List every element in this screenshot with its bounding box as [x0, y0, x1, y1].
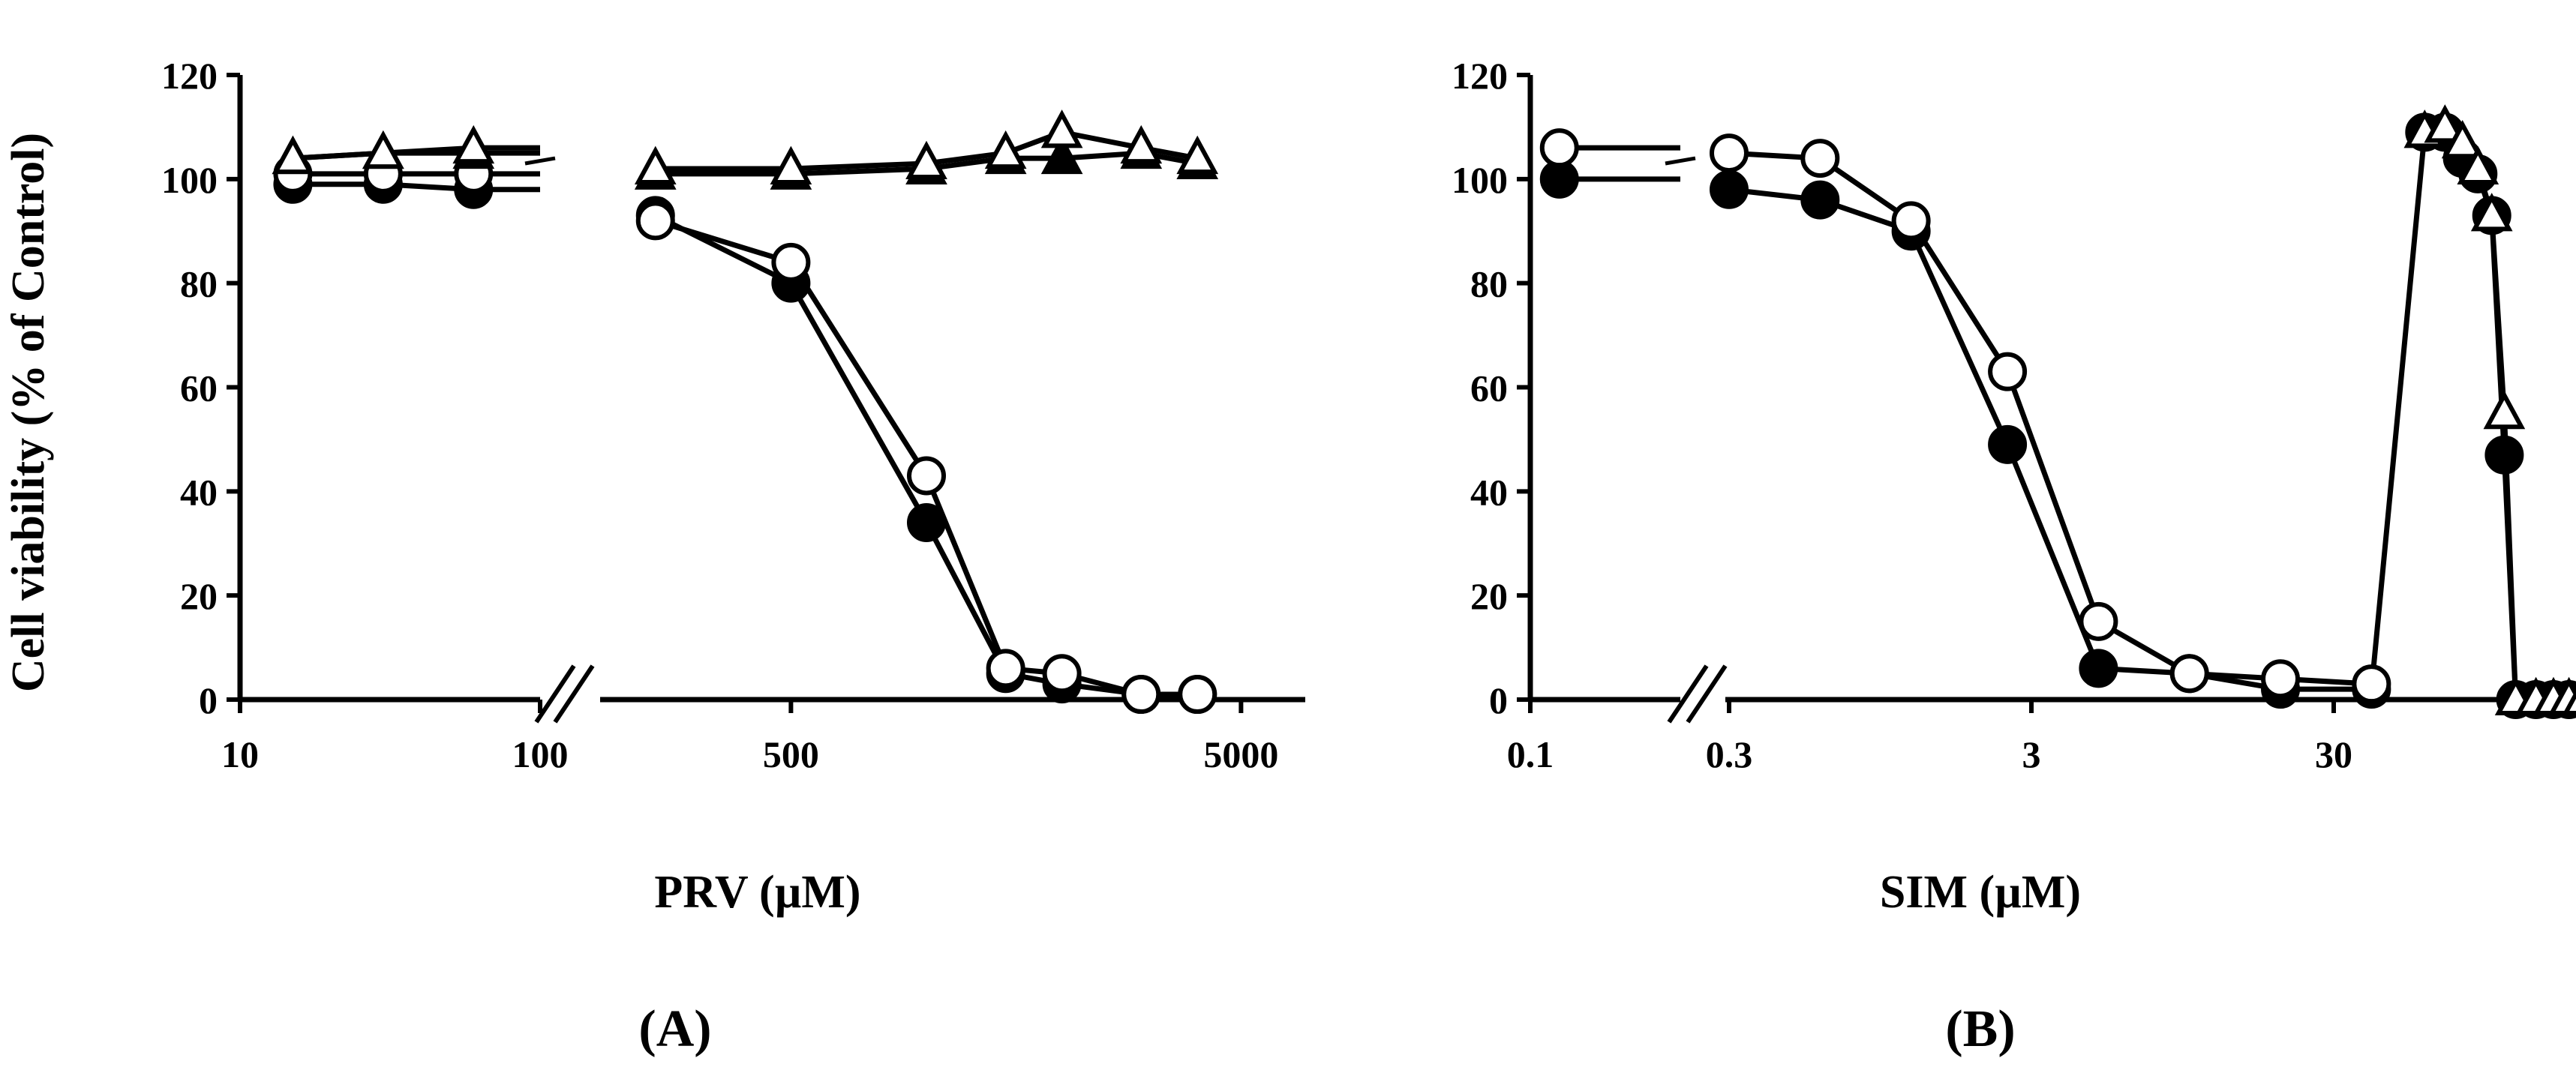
- data-point: [2261, 659, 2301, 699]
- y-tick-label: 100: [161, 159, 218, 201]
- y-tick-label: 0: [199, 679, 218, 721]
- data-point: [1176, 135, 1219, 175]
- data-point: [634, 145, 677, 184]
- x-axis-label: PRV (µM): [654, 867, 860, 918]
- y-tick-label: 120: [1452, 55, 1508, 97]
- x-tick-label: 0.1: [1507, 733, 1554, 775]
- x-tick-label: 30: [2315, 733, 2352, 775]
- data-point: [1710, 169, 1749, 209]
- data-point: [2079, 649, 2118, 688]
- data-point: [2441, 119, 2484, 159]
- series-open-triangle: [2403, 104, 2576, 715]
- axis-break-mark: [1667, 664, 1709, 724]
- data-point: [1800, 139, 1840, 178]
- series-line: [1728, 150, 2372, 687]
- data-point: [2169, 654, 2209, 694]
- data-point: [1710, 133, 1749, 173]
- panel-label: (B): [1945, 1000, 2015, 1058]
- y-tick-label: 80: [1470, 263, 1508, 305]
- y-axis-label: Cell viability (% of Control): [3, 133, 54, 692]
- data-point: [1800, 180, 1840, 220]
- data-point: [2079, 601, 2118, 641]
- panel-label: (A): [638, 1000, 711, 1058]
- data-point: [272, 135, 314, 175]
- x-tick-label: 10: [221, 733, 259, 775]
- data-point: [362, 130, 404, 169]
- data-point: [1121, 675, 1161, 715]
- y-tick-label: 40: [180, 471, 218, 513]
- series-open-circle: [273, 154, 1217, 715]
- y-tick-label: 120: [161, 55, 218, 97]
- data-point: [452, 124, 495, 164]
- data-point: [986, 649, 1025, 688]
- data-point: [2424, 104, 2466, 143]
- x-tick-label: 100: [512, 733, 569, 775]
- data-point: [2470, 193, 2513, 232]
- segment-end-mark: [524, 156, 556, 166]
- y-tick-label: 40: [1470, 471, 1508, 513]
- x-axis-label: SIM (µM): [1880, 867, 2081, 918]
- x-tick-label: 0.3: [1706, 733, 1753, 775]
- data-point: [2483, 390, 2526, 430]
- y-tick-label: 60: [180, 367, 218, 409]
- data-point: [1891, 201, 1931, 241]
- y-tick-label: 20: [180, 575, 218, 617]
- y-tick-label: 20: [1470, 575, 1508, 617]
- data-point: [905, 140, 947, 180]
- data-point: [770, 145, 812, 184]
- series-open-circle: [1539, 128, 2391, 704]
- data-point: [2352, 664, 2391, 704]
- panel-a: 0 20 40 60 80 100 120 10 100 500 5000 PRV (µM) (A): [161, 55, 1305, 1058]
- data-point: [1988, 352, 2028, 391]
- x-tick-label: 5000: [1203, 733, 1278, 775]
- data-point: [1120, 124, 1163, 164]
- series-open-triangle: [272, 109, 1219, 184]
- y-tick-label: 0: [1489, 679, 1508, 721]
- data-point: [1040, 135, 1083, 175]
- data-point: [2562, 689, 2576, 715]
- data-point: [1042, 654, 1082, 694]
- axis-break-mark: [1686, 664, 1728, 724]
- y-tick-label: 60: [1470, 367, 1508, 409]
- series-line: [1728, 129, 2576, 703]
- series-line: [654, 213, 1198, 697]
- data-point: [2457, 145, 2499, 184]
- axis-break-mark: [534, 664, 576, 724]
- data-point: [635, 201, 675, 241]
- series-filled-circle: [1539, 112, 2576, 719]
- y-tick-label: 80: [180, 263, 218, 305]
- data-point: [984, 130, 1027, 169]
- x-tick-label: 500: [763, 733, 819, 775]
- data-point: [1539, 128, 1579, 168]
- data-point: [1040, 109, 1083, 148]
- x-tick-label: 3: [2022, 733, 2041, 775]
- data-point: [907, 456, 946, 496]
- data-point: [1178, 675, 1217, 715]
- y-tick-label: 100: [1452, 159, 1508, 201]
- data-point: [771, 242, 811, 282]
- axis-break-mark: [553, 664, 595, 724]
- segment-end-mark: [1665, 156, 1696, 166]
- data-point: [1988, 424, 2028, 464]
